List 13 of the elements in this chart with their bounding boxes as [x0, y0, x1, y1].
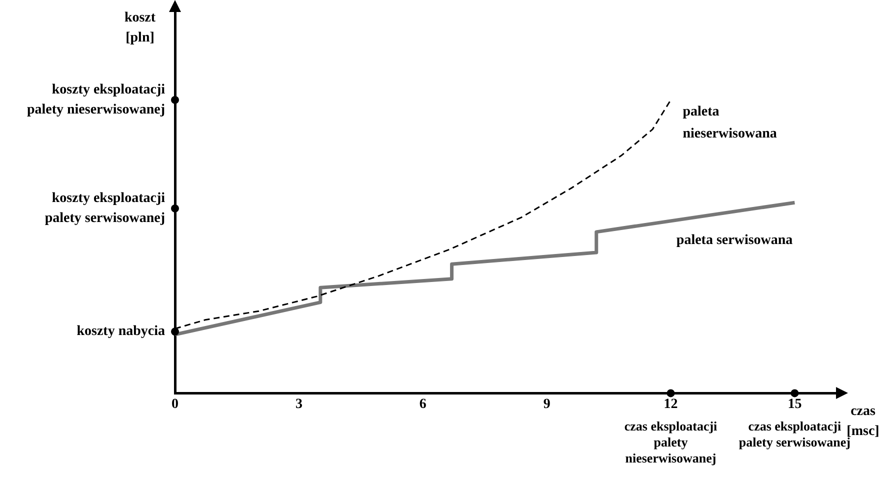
annotation: koszty nabycia	[76, 324, 165, 340]
x-tick-label: 0	[172, 397, 178, 412]
x-tick-label: 6	[419, 397, 426, 412]
y-axis-title: koszt [pln]	[124, 10, 156, 46]
x-tick-label: 12	[664, 397, 678, 412]
annotation: czas eksploatacji palety nieserwisowanej	[624, 418, 718, 466]
series-label: paleta nieserwisowana	[682, 104, 777, 142]
annotation: koszty eksploatacji palety nieserwisowanej	[26, 82, 166, 118]
series-label: paleta serwisowana	[676, 233, 793, 248]
x-tick-label: 15	[788, 397, 802, 412]
annotation: koszty eksploatacji palety serwisowanej	[44, 191, 166, 226]
x-tick-label: 3	[295, 397, 302, 412]
x-tick-label: 9	[543, 397, 550, 412]
